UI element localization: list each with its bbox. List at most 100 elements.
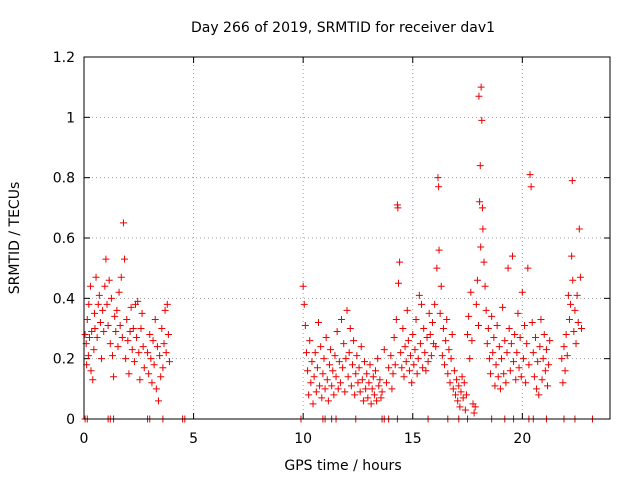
data-point xyxy=(140,364,148,372)
data-point xyxy=(405,367,413,375)
data-point xyxy=(464,331,472,339)
data-point xyxy=(102,255,110,263)
data-point xyxy=(96,318,104,326)
data-point xyxy=(578,325,586,332)
data-point xyxy=(85,334,93,342)
data-point xyxy=(456,403,464,411)
data-point xyxy=(496,385,504,393)
data-point xyxy=(517,373,525,381)
data-point xyxy=(322,334,330,342)
data-point xyxy=(85,300,93,308)
data-point xyxy=(374,355,382,363)
data-point xyxy=(545,361,553,369)
data-point xyxy=(309,400,317,408)
data-point xyxy=(475,321,482,329)
data-point xyxy=(377,394,385,402)
data-point xyxy=(159,364,167,372)
data-point xyxy=(136,376,144,384)
data-point xyxy=(146,331,154,339)
data-point xyxy=(465,312,473,320)
data-point xyxy=(155,397,163,405)
data-point xyxy=(453,376,461,384)
data-point xyxy=(482,306,490,314)
data-point xyxy=(380,346,388,354)
data-point xyxy=(323,376,331,384)
data-point xyxy=(539,355,547,363)
data-point xyxy=(533,385,541,393)
data-point xyxy=(91,325,99,332)
data-point xyxy=(423,334,431,342)
data-point xyxy=(126,328,134,336)
data-point xyxy=(508,252,516,260)
data-point xyxy=(108,352,116,360)
data-point xyxy=(165,358,173,366)
data-point xyxy=(518,288,526,296)
data-point xyxy=(432,343,440,351)
data-point xyxy=(95,291,103,299)
data-point xyxy=(385,364,393,372)
data-point xyxy=(124,337,132,345)
data-point xyxy=(454,397,462,405)
data-point xyxy=(152,385,160,393)
data-point xyxy=(561,367,569,375)
y-axis-label: SRMTID / TECUs xyxy=(7,182,23,295)
data-point xyxy=(425,309,433,317)
data-point xyxy=(368,385,376,393)
data-point xyxy=(129,325,137,332)
chart-title: Day 266 of 2019, SRMTID for receiver dav… xyxy=(191,20,495,36)
y-tick-label: 1.2 xyxy=(53,50,75,66)
data-point xyxy=(341,388,349,396)
data-point xyxy=(471,403,479,411)
data-point xyxy=(562,331,570,339)
data-point xyxy=(480,258,488,266)
data-point xyxy=(350,337,358,345)
data-point xyxy=(116,321,124,329)
data-point xyxy=(525,361,533,369)
data-point xyxy=(329,367,337,375)
data-point xyxy=(470,409,478,417)
data-point xyxy=(516,334,524,342)
data-point xyxy=(478,204,486,212)
data-point xyxy=(415,291,423,299)
data-point xyxy=(321,385,329,393)
data-point xyxy=(373,397,381,405)
x-axis-label: GPS time / hours xyxy=(284,458,401,474)
data-point xyxy=(488,312,496,320)
data-point xyxy=(515,364,523,372)
data-point xyxy=(479,225,487,233)
data-point xyxy=(327,346,335,354)
data-point xyxy=(344,373,352,381)
data-point xyxy=(94,300,102,308)
data-point xyxy=(89,376,97,384)
data-point xyxy=(158,325,166,332)
data-point xyxy=(305,391,313,399)
data-point xyxy=(402,358,410,366)
data-point xyxy=(356,388,364,396)
data-point xyxy=(396,258,404,266)
data-point xyxy=(449,385,457,393)
data-point xyxy=(103,300,111,308)
axis-ticks: 0 5 10 15 20 0 0.2 0.4 0.6 0.8 1 1.2 xyxy=(53,50,610,447)
data-point xyxy=(540,331,548,339)
x-tick-label: 15 xyxy=(404,431,422,447)
data-point xyxy=(573,291,581,299)
data-point xyxy=(382,379,390,387)
data-point xyxy=(331,352,339,360)
data-point xyxy=(399,325,407,332)
data-point xyxy=(431,300,439,308)
data-point xyxy=(433,264,441,272)
grid-lines xyxy=(84,57,610,419)
data-point xyxy=(428,318,436,326)
data-point xyxy=(493,321,501,329)
data-point xyxy=(334,385,342,393)
data-point xyxy=(311,349,319,357)
data-point xyxy=(537,315,545,323)
data-point xyxy=(357,343,365,351)
data-point xyxy=(106,340,114,348)
data-point xyxy=(134,297,142,305)
data-point xyxy=(316,382,324,390)
data-point xyxy=(127,303,135,311)
data-point xyxy=(445,346,453,354)
data-point xyxy=(366,361,374,369)
data-point xyxy=(99,306,107,314)
